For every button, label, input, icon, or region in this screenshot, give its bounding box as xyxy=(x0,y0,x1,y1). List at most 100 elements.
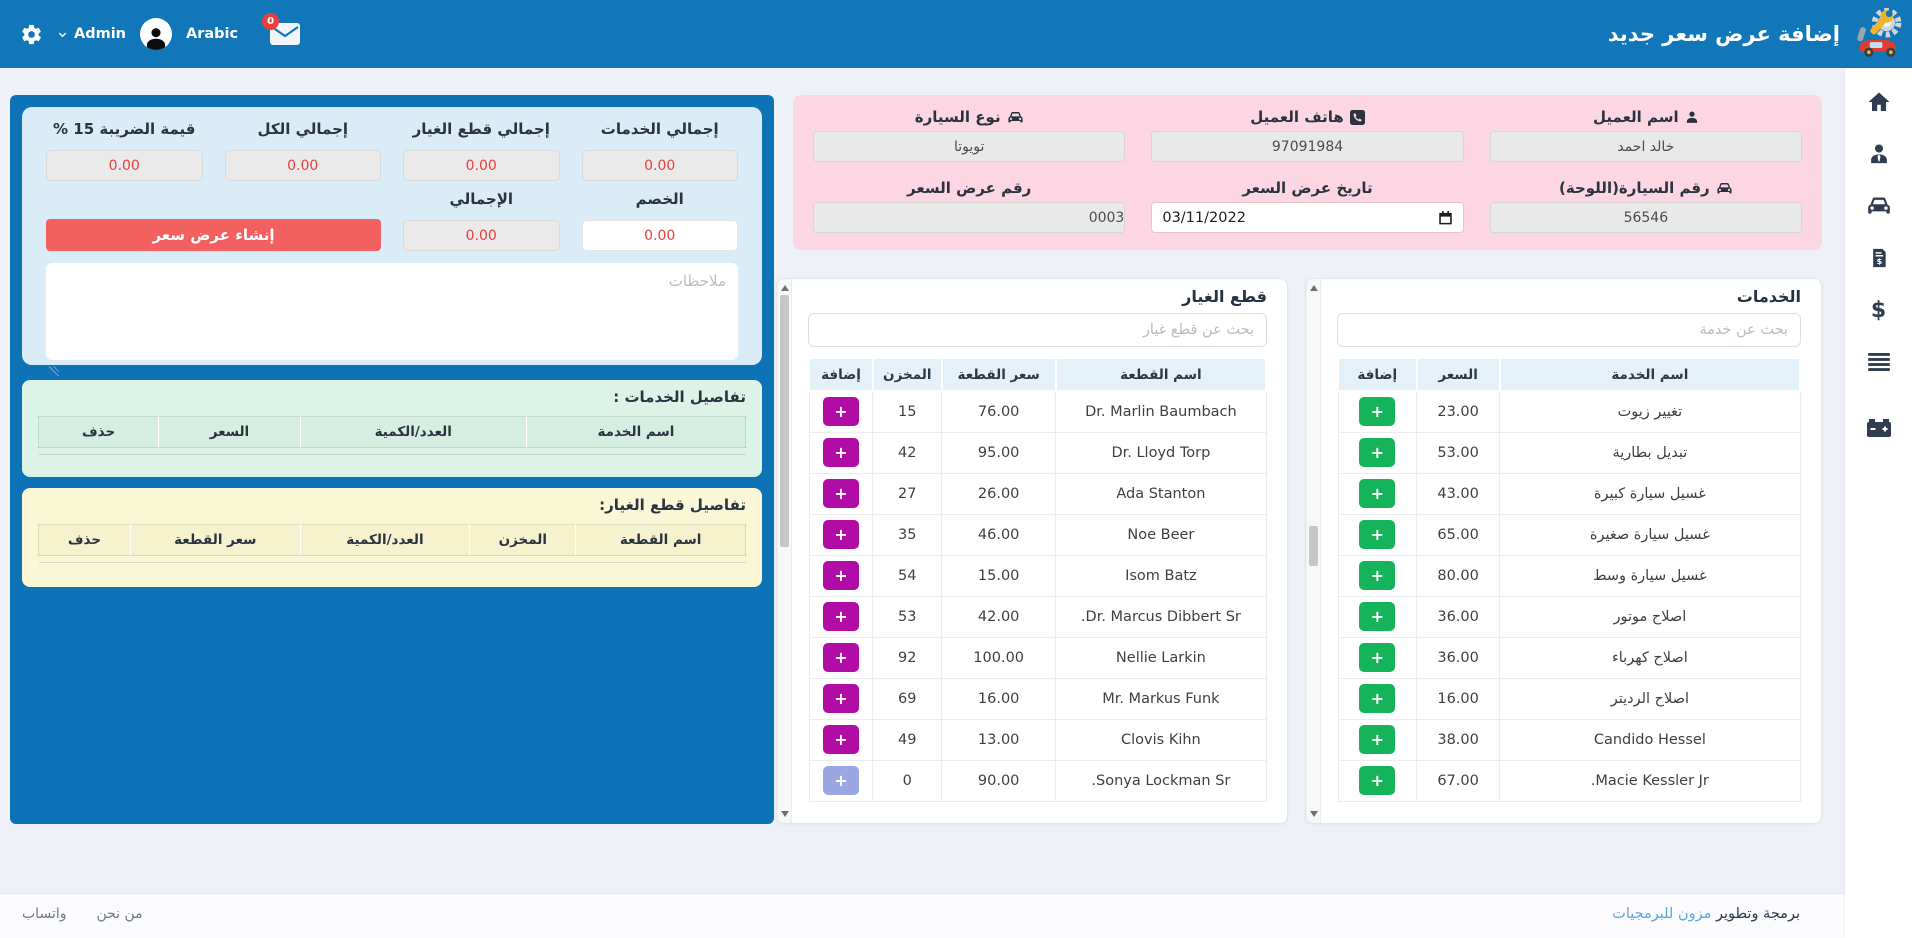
service-name: اصلاح الرديتر xyxy=(1499,677,1801,720)
user-icon xyxy=(1686,111,1697,123)
column-header: إضافة xyxy=(808,359,874,392)
column-header: المخزن xyxy=(469,524,577,556)
add-service-button[interactable]: + xyxy=(1359,397,1396,427)
add-service-button[interactable]: + xyxy=(1359,602,1396,631)
part-name: Dr. Marcus Dibbert Sr. xyxy=(1055,595,1267,638)
part-row: Sonya Lockman Sr. 90.00 0 + xyxy=(808,759,1267,802)
add-service-button[interactable]: + xyxy=(1359,643,1396,672)
column-header: سعر القطعة xyxy=(940,359,1057,392)
car-type-input xyxy=(813,131,1126,162)
service-add-cell: + xyxy=(1337,595,1418,638)
part-stock: 27 xyxy=(872,472,943,515)
sidebar-item-lists[interactable] xyxy=(1859,342,1899,382)
home-icon xyxy=(1868,92,1889,111)
parts-scrollbar[interactable] xyxy=(777,279,792,823)
date-value: 03/11/2022 xyxy=(1162,209,1246,226)
service-name: غسيل سيارة كبيرة xyxy=(1499,472,1801,515)
services-details-panel: تفاصيل الخدمات : اسم الخدمة العدد/الكمية ا… xyxy=(22,380,762,477)
service-add-cell: + xyxy=(1337,431,1418,474)
scroll-up-arrow[interactable] xyxy=(781,285,789,291)
sidebar-item-home[interactable] xyxy=(1859,82,1899,122)
add-part-button[interactable]: + xyxy=(822,561,859,590)
discount-input[interactable]: 0.00 xyxy=(581,220,738,251)
services-search-input[interactable] xyxy=(1337,313,1801,347)
language-switcher[interactable]: Arabic xyxy=(186,26,239,42)
sidebar-item-batteries[interactable] xyxy=(1859,408,1899,448)
services-title: الخدمات xyxy=(1736,287,1801,306)
service-add-cell: + xyxy=(1337,390,1418,433)
part-price: 46.00 xyxy=(941,513,1057,556)
create-quote-button[interactable]: إنشاء عرض سعر xyxy=(46,219,381,251)
service-name: غسيل سيارة صغيرة xyxy=(1499,513,1801,556)
about-us-link[interactable]: من نحن xyxy=(96,906,143,922)
add-part-button[interactable]: + xyxy=(822,725,859,754)
field-quote-number: رقم عرض السعر xyxy=(813,177,1126,239)
part-add-cell: + xyxy=(808,636,874,679)
textarea-resize-grip[interactable] xyxy=(49,366,59,376)
part-add-cell: + xyxy=(808,513,874,556)
settings-gear-icon[interactable] xyxy=(20,23,43,46)
admin-dropdown[interactable]: Admin xyxy=(57,26,126,42)
field-customer-name: اسم العميل xyxy=(1489,106,1802,168)
add-service-button[interactable]: + xyxy=(1359,479,1396,508)
add-service-button[interactable]: + xyxy=(1359,438,1396,467)
add-service-button[interactable]: + xyxy=(1359,725,1396,754)
footer-links: من نحن واتساب xyxy=(22,906,143,922)
part-row: Dr. Marcus Dibbert Sr. 42.00 53 + xyxy=(808,595,1267,638)
add-part-button[interactable]: + xyxy=(822,684,859,713)
parts-search-input[interactable] xyxy=(808,313,1267,347)
quote-date-input[interactable]: 03/11/2022 xyxy=(1151,202,1464,233)
parts-details-panel: تفاصيل قطع الغيار: اسم القطعة المخزن العدد… xyxy=(22,488,762,587)
scrollbar-thumb[interactable] xyxy=(1309,526,1318,566)
sidebar-item-customers[interactable] xyxy=(1859,134,1899,174)
plate-number-label: رقم السيارة(اللوحة) xyxy=(1490,177,1802,199)
add-part-button[interactable]: + xyxy=(822,602,859,631)
add-part-button[interactable]: + xyxy=(822,397,859,427)
service-price: 53.00 xyxy=(1416,431,1501,474)
plate-number-input xyxy=(1489,202,1802,233)
column-header: اسم القطعة xyxy=(1054,359,1268,392)
developer-link[interactable]: مزون للبرمجيات xyxy=(1612,906,1712,922)
avatar[interactable] xyxy=(140,18,173,50)
add-service-button[interactable]: + xyxy=(1359,684,1396,713)
dollar-icon: $ xyxy=(1870,297,1887,323)
scroll-up-arrow[interactable] xyxy=(1310,285,1318,291)
add-part-button[interactable]: + xyxy=(822,520,859,549)
add-service-button[interactable]: + xyxy=(1359,561,1396,590)
column-header: اسم الخدمة xyxy=(1498,359,1802,392)
add-service-button[interactable]: + xyxy=(1359,766,1396,795)
service-row: غسيل سيارة وسط 80.00 + xyxy=(1337,554,1801,597)
whatsapp-link[interactable]: واتساب xyxy=(22,906,67,922)
part-price: 26.00 xyxy=(941,472,1057,515)
service-price: 23.00 xyxy=(1416,390,1501,433)
sidebar-item-prices[interactable]: $ xyxy=(1859,290,1899,330)
service-name: Candido Hessel xyxy=(1499,718,1801,761)
scroll-down-arrow[interactable] xyxy=(1310,811,1318,817)
app-logo xyxy=(1852,5,1906,63)
add-part-button[interactable]: + xyxy=(822,438,859,467)
footer: من نحن واتساب برمجة وتطوير مزون للبرمجيا… xyxy=(0,893,1912,938)
car-icon xyxy=(1717,182,1732,193)
add-service-button[interactable]: + xyxy=(1359,520,1396,549)
scrollbar-thumb[interactable] xyxy=(780,295,789,547)
notes-textarea[interactable] xyxy=(46,263,738,360)
tax-amount-value: 0.00 xyxy=(46,150,203,181)
sidebar-item-cars[interactable] xyxy=(1859,186,1899,226)
service-add-cell: + xyxy=(1337,718,1418,761)
services-scrollbar[interactable] xyxy=(1306,279,1321,823)
column-header: العدد/الكمية xyxy=(299,416,527,448)
service-price: 36.00 xyxy=(1416,636,1501,679)
part-stock: 92 xyxy=(872,636,943,679)
mail-badge: 0 xyxy=(262,13,280,30)
totals-card: إجمالي الخدمات 0.00 إجمالي قطع الغيار 0.… xyxy=(22,107,762,376)
sidebar-item-quotes[interactable]: $ xyxy=(1859,238,1899,278)
services-table: اسم الخدمة السعر إضافة تغيير زيوت 23.00 + تبد… xyxy=(1337,359,1802,802)
scroll-down-arrow[interactable] xyxy=(781,811,789,817)
parts-details-title: تفاصيل قطع الغيار: xyxy=(599,496,746,514)
car-icon xyxy=(1867,197,1890,214)
messages-button[interactable]: 0 xyxy=(262,13,301,45)
part-price: 16.00 xyxy=(941,677,1057,720)
add-part-button[interactable]: + xyxy=(822,643,859,672)
add-part-button[interactable]: + xyxy=(822,479,859,508)
